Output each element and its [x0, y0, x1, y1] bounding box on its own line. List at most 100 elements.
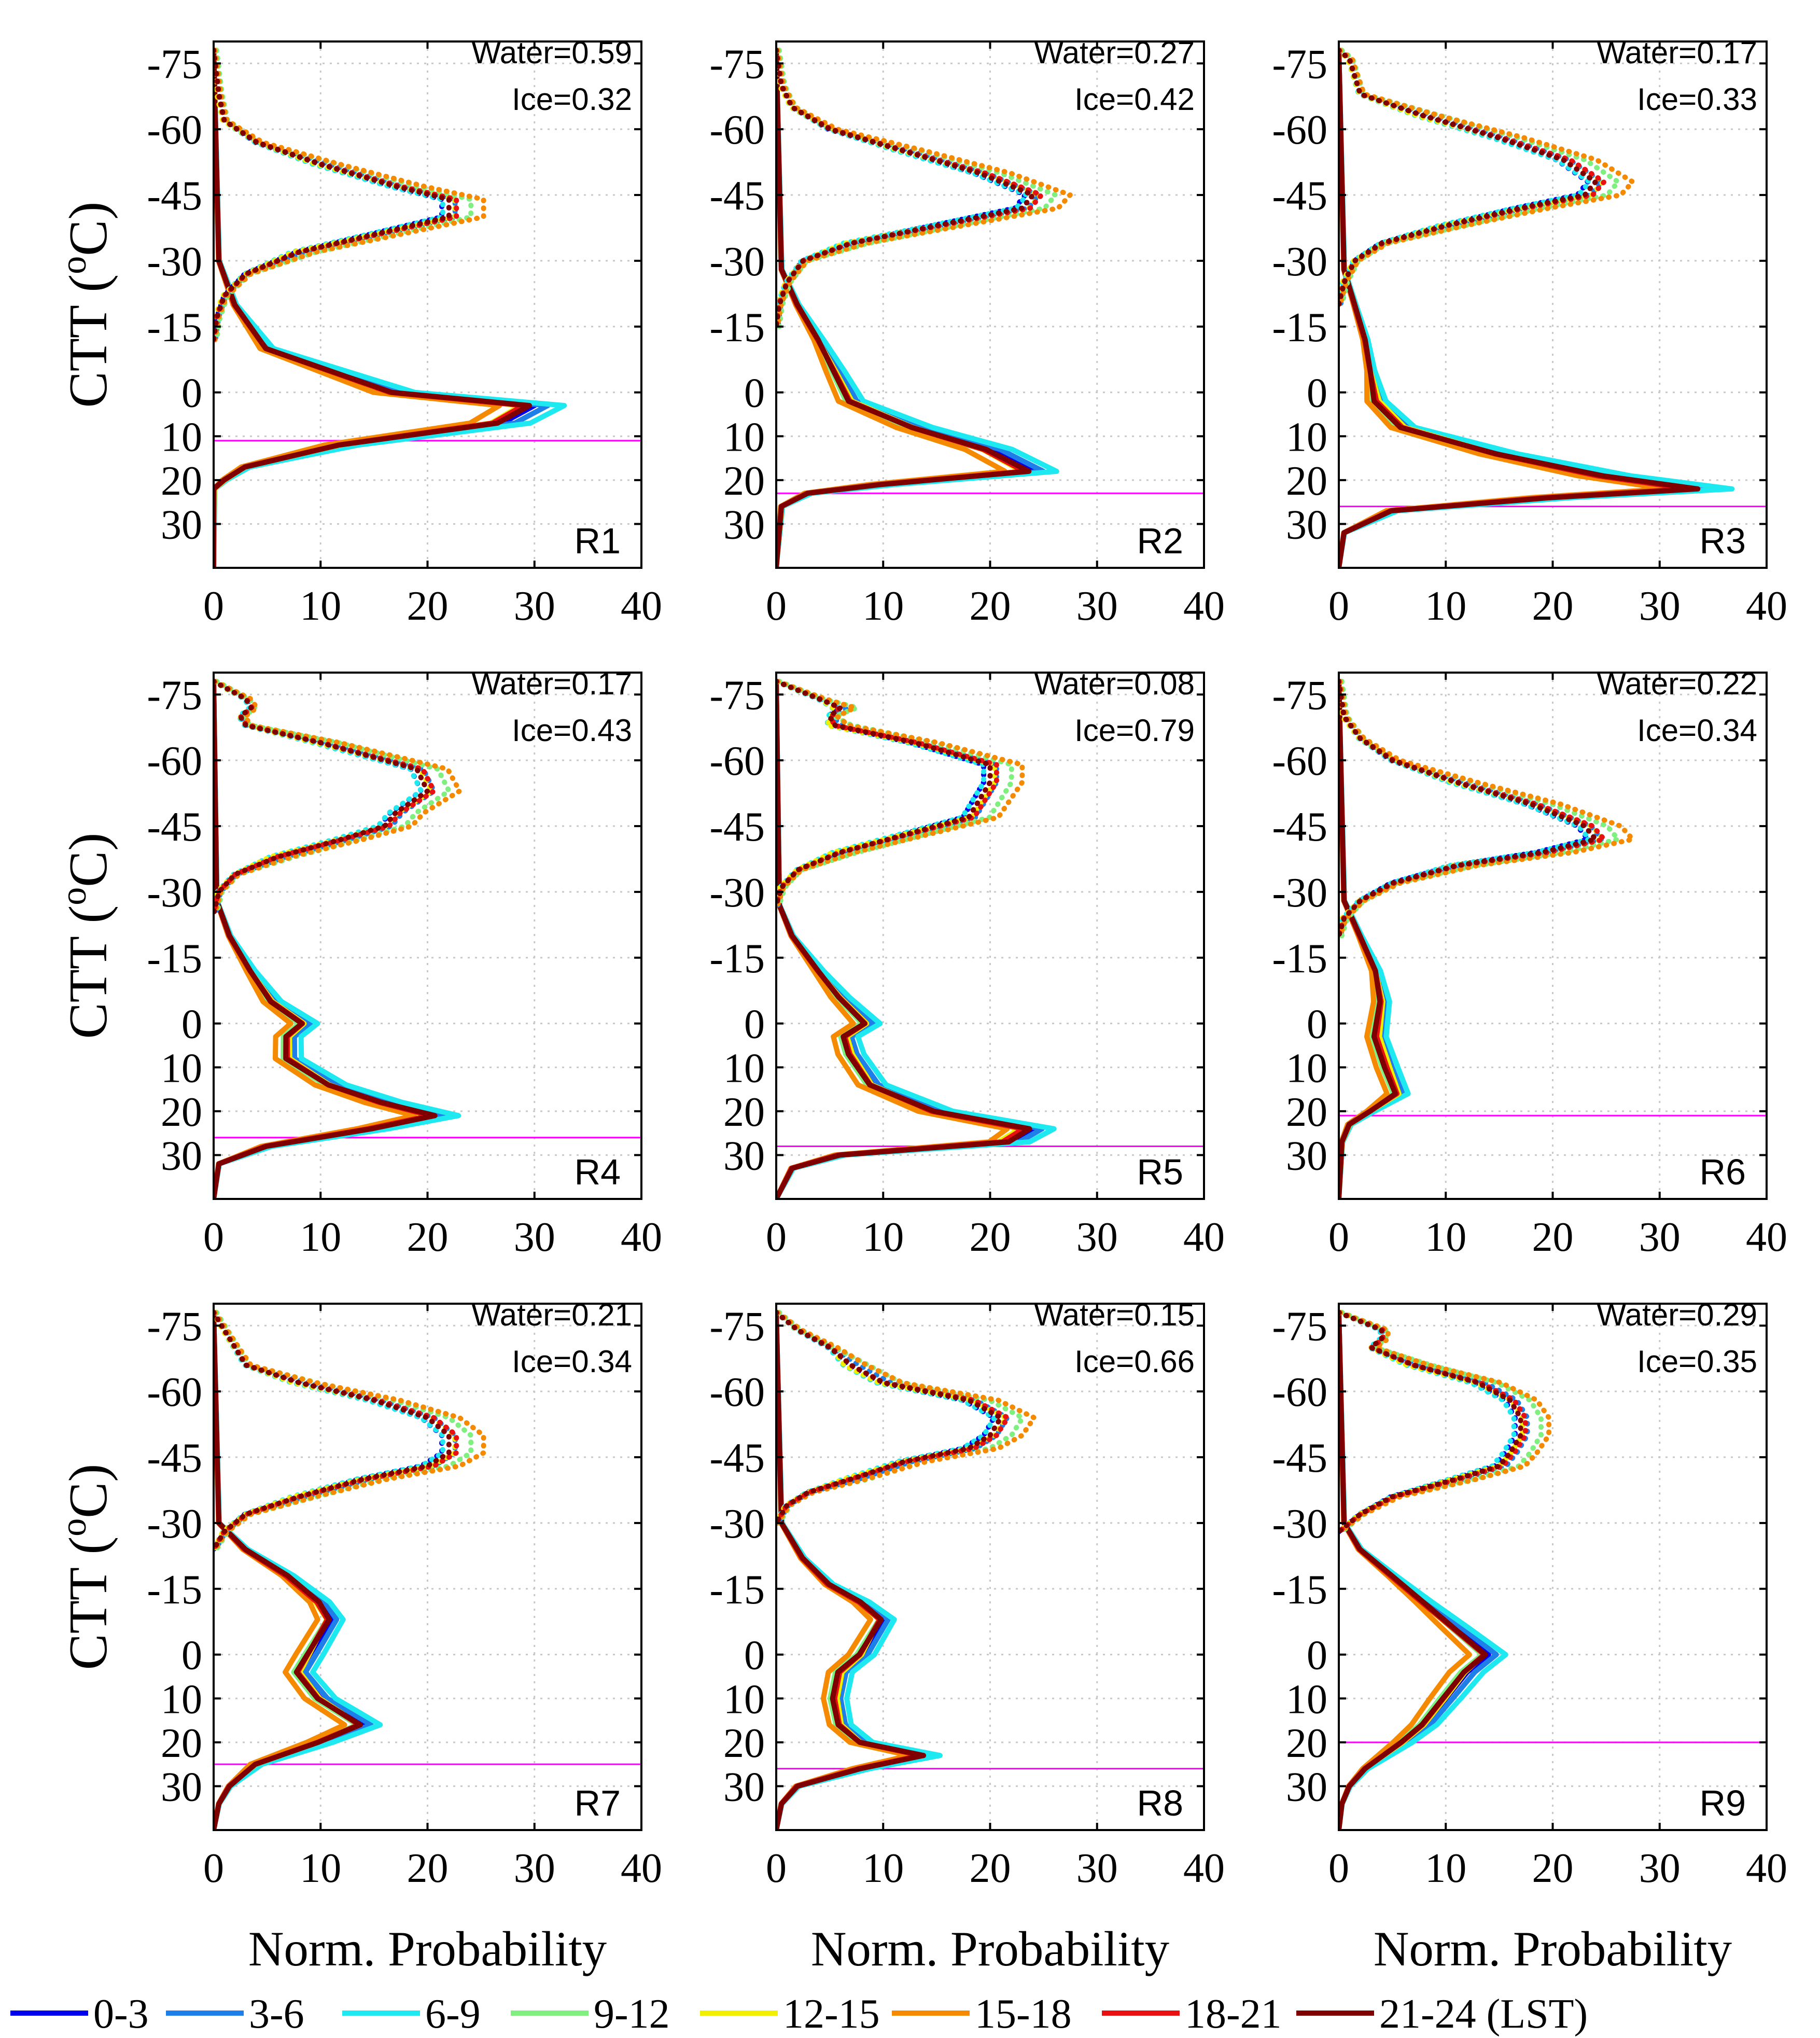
y-tick-label: -45 [1272, 173, 1327, 219]
legend-item: 15-18 [892, 1991, 1072, 2037]
x-tick-label: 0 [766, 1846, 787, 1891]
y-tick-label: 30 [161, 502, 202, 548]
x-axis: 0 10 20 30 40 [766, 41, 1225, 629]
legend-item: 21-24 (LST) [1296, 1991, 1588, 2037]
x-tick-label: 40 [1746, 1215, 1787, 1260]
water-fraction: Water=0.59 [471, 35, 632, 70]
y-tick-label: 20 [161, 1721, 202, 1766]
y-tick-label: -75 [1272, 41, 1327, 87]
panel-label: R1 [575, 521, 621, 561]
y-tick-label: -30 [709, 239, 765, 285]
y-tick-label: -45 [147, 173, 202, 219]
legend-label: 3-6 [249, 1991, 304, 2037]
panel-label: R4 [575, 1152, 621, 1192]
y-tick-label: -75 [1272, 1304, 1327, 1349]
y-tick-label: -60 [709, 738, 765, 784]
ice-line-21-24 [776, 1309, 1004, 1526]
grid [776, 673, 1204, 1199]
series-layer [214, 1309, 641, 1830]
ice-line-15-18 [776, 678, 1025, 908]
y-tick-label: -60 [147, 107, 202, 153]
series-layer [776, 678, 1204, 1199]
y-tick-label: 20 [723, 1090, 765, 1135]
y-tick-label: -30 [147, 870, 202, 916]
x-axis: 0 10 20 30 40 [766, 673, 1225, 1260]
y-axis-title: CTT (oC) [54, 833, 118, 1039]
y-tick-label: 30 [723, 1764, 765, 1810]
y-axis-title: CTT (oC) [54, 1464, 118, 1670]
water-fraction: Water=0.17 [471, 666, 632, 701]
x-tick-label: 20 [1532, 583, 1574, 629]
x-tick-label: 20 [1532, 1215, 1574, 1260]
y-tick-label: 30 [723, 502, 765, 548]
water-fraction: Water=0.08 [1034, 666, 1195, 701]
x-tick-label: 40 [1746, 583, 1787, 629]
y-tick-label: 10 [723, 414, 765, 460]
water-fraction: Water=0.27 [1034, 35, 1195, 70]
x-tick-label: 0 [203, 1215, 224, 1260]
x-axis: 0 10 20 30 40 [766, 1304, 1225, 1891]
y-tick-label: -30 [1272, 239, 1327, 285]
ice-fraction: Ice=0.42 [1074, 82, 1195, 117]
x-tick-label: 20 [970, 583, 1011, 629]
ice-line-21-24 [1339, 47, 1598, 308]
water-line-21-24 [1339, 47, 1701, 568]
x-tick-label: 10 [300, 583, 341, 629]
x-tick-label: 0 [1328, 1846, 1349, 1891]
grid [776, 1304, 1204, 1830]
x-axis: 0 10 20 30 40 [1328, 673, 1787, 1260]
y-tick-label: -15 [147, 305, 202, 351]
x-tick-label: 30 [1076, 1846, 1118, 1891]
x-tick-label: 30 [1639, 1846, 1681, 1891]
y-tick-label: 0 [181, 1633, 202, 1679]
legend-item: 6-9 [342, 1991, 481, 2037]
legend-label: 18-21 [1185, 1991, 1282, 2037]
water-fraction: Water=0.29 [1597, 1297, 1757, 1332]
y-tick-label: -75 [147, 41, 202, 87]
y-tick-label: -45 [1272, 804, 1327, 850]
y-tick-label: 0 [744, 1633, 765, 1679]
x-tick-label: 40 [1183, 583, 1225, 629]
x-tick-label: 10 [300, 1215, 341, 1260]
y-tick-label: -30 [1272, 1501, 1327, 1547]
y-tick-label: 30 [161, 1133, 202, 1179]
y-tick-label: 10 [1286, 1677, 1327, 1722]
y-tick-label: -30 [1272, 870, 1327, 916]
x-tick-label: 30 [1639, 1215, 1681, 1260]
water-line-21-24 [214, 1309, 363, 1830]
y-tick-label: -15 [709, 936, 765, 982]
x-tick-label: 0 [766, 1215, 787, 1260]
y-tick-label: 20 [1286, 1721, 1327, 1766]
y-tick-label: -15 [1272, 305, 1327, 351]
y-tick-label: -60 [147, 738, 202, 784]
ice-fraction: Ice=0.35 [1637, 1344, 1757, 1379]
ice-fraction: Ice=0.32 [512, 82, 632, 117]
legend: 0-3 3-6 6-9 9-12 12-15 15-18 18-21 21-24 (LST) [10, 1991, 1588, 2037]
x-tick-label: 0 [203, 583, 224, 629]
x-tick-label: 10 [1425, 1215, 1466, 1260]
ice-line-18-21 [776, 678, 999, 908]
grid [214, 673, 641, 1199]
y-tick-label: -60 [147, 1370, 202, 1415]
series-layer [214, 47, 641, 568]
y-tick-label: 0 [181, 371, 202, 416]
y-tick-label: -45 [147, 1435, 202, 1481]
y-tick-label: -15 [1272, 1567, 1327, 1613]
legend-item: 3-6 [166, 1991, 304, 2037]
y-tick-label: -30 [147, 239, 202, 285]
y-tick-label: 0 [1307, 1002, 1327, 1048]
series-layer [1339, 678, 1767, 1199]
y-tick-label: 20 [723, 458, 765, 504]
series-layer [776, 1309, 1204, 1830]
x-tick-label: 20 [407, 1846, 449, 1891]
water-line-21-24 [1339, 1309, 1488, 1830]
ice-fraction: Ice=0.33 [1637, 82, 1757, 117]
water-line-21-24 [776, 47, 1032, 568]
y-tick-label: 30 [1286, 1133, 1327, 1179]
y-tick-label: 20 [161, 1090, 202, 1135]
